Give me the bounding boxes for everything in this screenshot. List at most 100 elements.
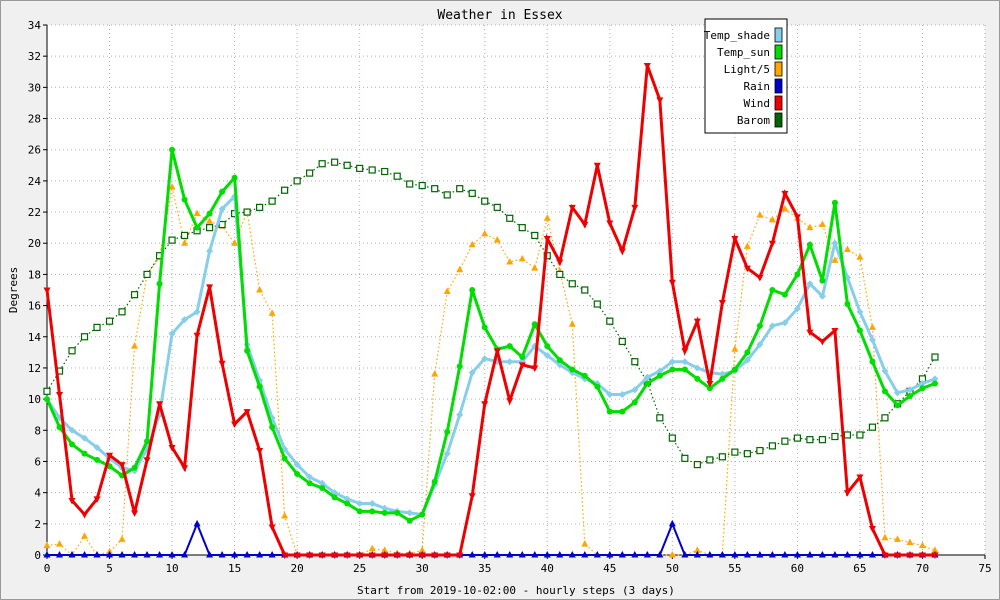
series-line-wind (45, 65, 935, 557)
data-point-light-5 (531, 264, 539, 271)
data-point-temp-sun (294, 470, 301, 477)
data-point-barom (118, 308, 126, 316)
data-point-temp-sun (481, 324, 488, 331)
data-point-wind (806, 329, 814, 337)
data-point-light-5 (168, 183, 176, 190)
data-point-temp-shade (456, 411, 464, 419)
data-point-light-5 (418, 546, 426, 553)
data-point-temp-sun (456, 363, 463, 370)
data-point-temp-shade (793, 305, 801, 313)
data-point-wind (468, 493, 476, 500)
data-point-barom (881, 414, 889, 422)
y-tick-label: 18 (28, 268, 41, 281)
data-point-temp-sun (281, 455, 288, 462)
data-point-temp-shade (756, 341, 764, 349)
data-point-temp-shade (218, 205, 226, 213)
data-point-barom (368, 166, 376, 174)
legend-label-temp-shade: Temp_shade (704, 29, 770, 42)
data-point-temp-shade (318, 479, 326, 487)
data-point-temp-sun (669, 366, 676, 373)
data-point-rain (543, 551, 551, 558)
data-point-rain (131, 551, 139, 558)
data-point-wind (118, 462, 126, 469)
data-point-wind (243, 409, 251, 416)
data-point-wind (718, 299, 726, 307)
data-point-wind (81, 511, 89, 519)
data-point-wind (518, 362, 526, 369)
data-point-temp-shade (831, 239, 839, 247)
data-point-wind (318, 552, 326, 559)
data-point-temp-sun (444, 428, 451, 435)
data-point-temp-sun (519, 354, 526, 361)
data-point-temp-sun (831, 199, 838, 206)
data-point-temp-sun (531, 321, 538, 328)
data-point-light-5 (481, 229, 489, 237)
data-point-temp-sun (731, 366, 738, 373)
data-point-temp-sun (794, 271, 801, 278)
data-point-light-5 (56, 540, 64, 547)
legend-label-rain: Rain (744, 80, 771, 93)
data-point-temp-shade (381, 504, 389, 512)
data-point-temp-sun (919, 385, 926, 392)
data-point-rain (231, 551, 239, 558)
data-point-wind (818, 338, 826, 346)
data-point-wind (918, 552, 926, 559)
data-point-temp-shade (306, 473, 314, 481)
data-point-wind (418, 552, 426, 559)
x-tick-label: 20 (291, 562, 304, 575)
data-point-light-5 (431, 370, 439, 377)
data-point-light-5 (543, 214, 551, 221)
data-point-wind (643, 63, 651, 70)
data-point-barom (743, 450, 751, 458)
data-point-temp-sun (356, 508, 363, 515)
data-point-wind (493, 348, 501, 355)
data-point-light-5 (381, 546, 389, 553)
data-point-barom (331, 158, 339, 166)
data-point-light-5 (781, 204, 789, 212)
data-point-temp-sun (781, 291, 788, 298)
data-point-barom (781, 437, 789, 445)
data-point-light-5 (881, 533, 889, 541)
data-point-wind (431, 552, 439, 559)
data-point-light-5 (668, 551, 676, 558)
data-point-wind (881, 552, 889, 559)
data-point-light-5 (831, 256, 839, 263)
data-point-rain (806, 551, 814, 558)
data-point-wind (781, 190, 789, 198)
data-point-light-5 (443, 287, 451, 295)
data-point-barom (393, 172, 401, 180)
data-point-rain (218, 551, 226, 558)
x-tick-label: 40 (541, 562, 554, 575)
data-point-barom (130, 291, 139, 299)
data-point-barom (618, 337, 626, 346)
data-point-temp-sun (694, 375, 701, 382)
data-point-rain (493, 551, 501, 558)
data-point-wind (593, 162, 601, 170)
data-point-temp-sun (381, 509, 388, 516)
data-point-temp-sun (169, 146, 176, 153)
data-point-wind (331, 552, 339, 559)
data-point-rain (868, 551, 876, 558)
grid (47, 24, 986, 555)
x-tick-label: 75 (978, 562, 991, 575)
data-point-rain (756, 551, 764, 558)
data-point-barom (868, 423, 877, 431)
data-point-temp-shade (806, 280, 814, 288)
data-point-wind (618, 248, 626, 256)
y-tick-label: 20 (28, 237, 41, 250)
data-point-temp-sun (506, 343, 513, 350)
data-point-rain (593, 551, 601, 558)
data-point-temp-sun (344, 500, 351, 507)
data-point-barom (68, 347, 76, 355)
data-point-wind (693, 318, 701, 326)
data-point-barom (406, 180, 414, 188)
data-point-temp-shade (668, 358, 676, 366)
data-point-wind (931, 552, 939, 559)
legend-swatch-rain (774, 78, 783, 94)
data-point-temp-sun (681, 366, 688, 373)
legend-box (704, 18, 788, 134)
data-point-wind (481, 401, 489, 408)
series-line-temp-sun (45, 149, 936, 523)
legend-swatch-light-5 (774, 61, 783, 77)
